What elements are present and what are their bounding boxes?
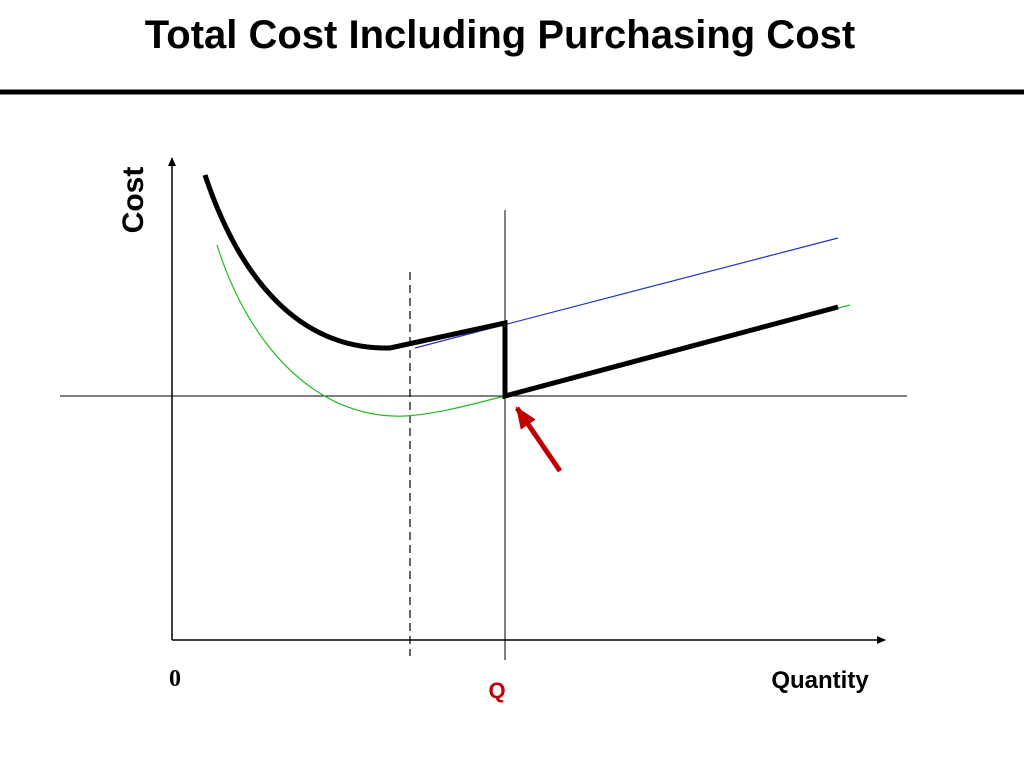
origin-label: 0 xyxy=(169,666,181,692)
breakpoint-label: Q xyxy=(488,678,505,703)
x-axis-label: Quantity xyxy=(771,667,869,694)
y-axis-label: Cost xyxy=(117,167,150,234)
pointer-arrow xyxy=(514,406,563,473)
total-cost-curve xyxy=(202,174,839,400)
lower-cost-curve xyxy=(216,244,851,417)
upper-cost-extension xyxy=(414,237,839,349)
slide-title: Total Cost Including Purchasing Cost xyxy=(145,13,855,57)
